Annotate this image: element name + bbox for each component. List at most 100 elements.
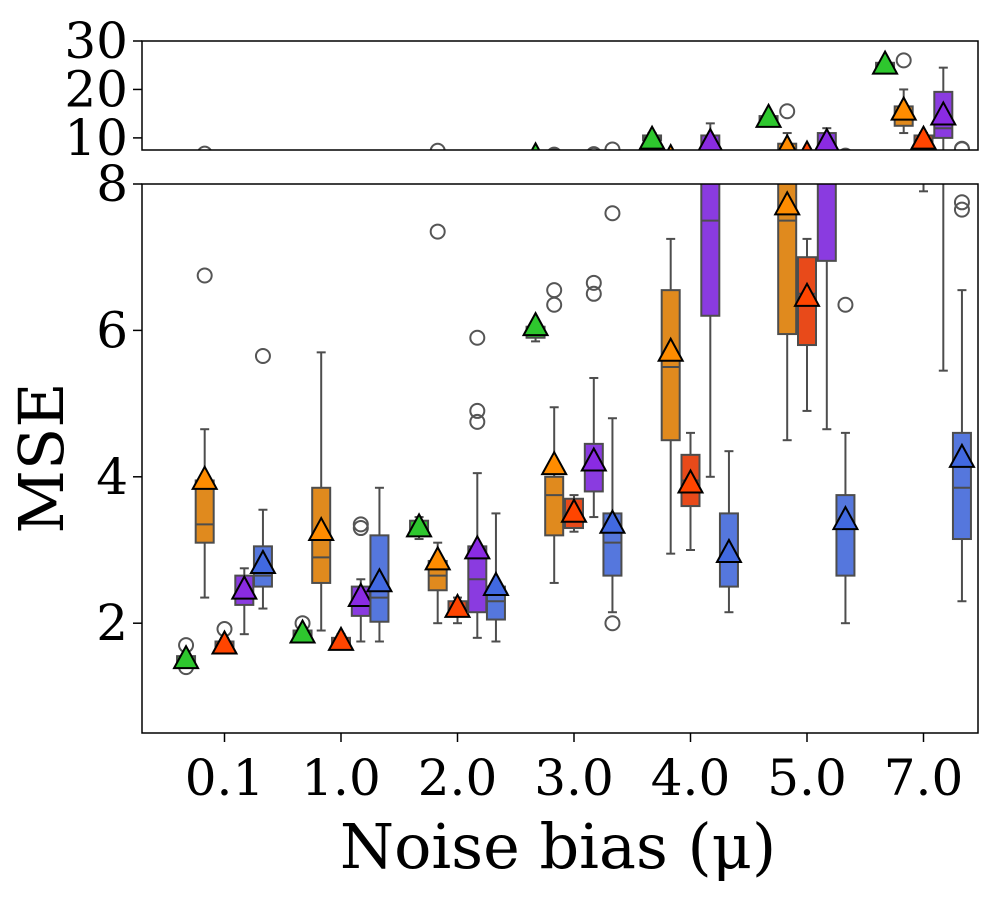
- box-red-1.0: [329, 164, 353, 186]
- x-tick-label: 2.0: [418, 749, 498, 807]
- box-red-5.0: [798, 139, 816, 158]
- outlier-point: [179, 171, 193, 185]
- box-iqr: [777, 184, 798, 336]
- box-purple-3.0: [586, 146, 601, 150]
- x-axis-title: Noise bias (μ): [340, 810, 776, 883]
- box-green-7.0: [871, 49, 899, 75]
- box-green-1.0: [288, 615, 317, 644]
- mean-marker: [600, 156, 624, 178]
- outlier-point: [197, 145, 212, 150]
- mean-marker: [814, 127, 840, 150]
- box-iqr: [798, 152, 816, 158]
- mean-marker: [890, 95, 918, 121]
- box-orange-3.0: [547, 146, 561, 150]
- box-iqr: [449, 175, 467, 176]
- mean-marker: [365, 567, 394, 593]
- box-iqr: [720, 169, 738, 174]
- mean-marker: [871, 49, 899, 75]
- outlier-point: [895, 52, 912, 69]
- x-tick-label: 0.1: [185, 749, 265, 807]
- outlier-point: [548, 147, 560, 150]
- mean-marker: [833, 156, 857, 178]
- outlier-point: [585, 285, 602, 302]
- outlier-point: [469, 329, 486, 346]
- box-iqr: [662, 155, 680, 165]
- box-red-5.0: [793, 237, 821, 412]
- box-red-3.0: [562, 156, 586, 178]
- box-purple-5.0: [814, 127, 840, 150]
- outlier-point: [256, 152, 270, 166]
- box-blue-2.0: [484, 161, 508, 183]
- box-iqr: [953, 164, 971, 171]
- outlier-point: [429, 142, 446, 150]
- box-red-1.0: [327, 625, 355, 651]
- box-orange-2.0: [426, 142, 450, 181]
- box-iqr: [527, 157, 545, 158]
- box-orange-4.0: [657, 237, 685, 555]
- box-iqr: [643, 1, 661, 74]
- mean-marker: [482, 570, 510, 596]
- box-purple-2.0: [470, 149, 484, 170]
- y-tick-label: 8: [96, 155, 128, 213]
- mean-marker: [484, 161, 508, 183]
- mean-marker: [562, 156, 586, 178]
- x-tick-label: 3.0: [534, 749, 614, 807]
- box-iqr: [352, 174, 370, 176]
- mean-marker: [193, 154, 217, 176]
- outlier-point: [470, 156, 484, 170]
- outlier-point: [354, 163, 368, 177]
- mean-marker: [697, 127, 723, 150]
- mean-marker: [251, 159, 275, 181]
- mean-marker: [657, 336, 685, 362]
- bottom-panel-frame: [141, 183, 979, 734]
- mean-marker: [679, 154, 703, 176]
- mean-marker: [698, 97, 722, 119]
- box-purple-7.0: [929, 66, 957, 150]
- mean-marker: [580, 446, 608, 472]
- box-orange-2.0: [424, 223, 452, 625]
- box-green-3.0: [527, 141, 545, 158]
- box-red-7.0: [919, 184, 928, 193]
- box-purple-3.0: [580, 274, 608, 519]
- top-panel-frame: [141, 40, 979, 151]
- mean-marker: [815, 97, 839, 119]
- mean-marker: [407, 157, 431, 179]
- mean-marker: [288, 618, 317, 644]
- box-blue-1.0: [365, 486, 394, 643]
- box-iqr: [487, 174, 505, 176]
- box-iqr: [294, 177, 312, 178]
- outlier-point: [779, 103, 796, 120]
- mean-marker: [446, 162, 470, 184]
- box-red-7.0: [909, 124, 938, 150]
- x-tick-label: 1.0: [301, 749, 381, 807]
- top-plot-area: [179, 49, 971, 186]
- mean-marker: [638, 124, 666, 150]
- mean-marker: [909, 124, 938, 150]
- box-red-2.0: [443, 592, 472, 625]
- box-green-4.0: [638, 124, 666, 150]
- box-purple-0.1: [230, 567, 258, 636]
- box-purple-0.1: [232, 161, 256, 183]
- mean-marker: [831, 504, 860, 531]
- mean-marker: [801, 139, 813, 150]
- box-green-3.0: [521, 311, 550, 343]
- box-iqr: [565, 168, 583, 170]
- box-red-4.0: [676, 431, 705, 551]
- y-axis-title: MSE: [5, 382, 78, 533]
- x-tick-label: 7.0: [884, 749, 964, 807]
- mean-marker: [347, 581, 375, 607]
- mean-marker: [426, 159, 450, 181]
- box-purple-4.0: [697, 122, 723, 150]
- box-iqr: [816, 184, 837, 262]
- mean-marker: [948, 442, 976, 468]
- box-red-0.1: [213, 164, 237, 186]
- box-iqr: [216, 178, 234, 179]
- box-blue-7.0: [953, 140, 971, 171]
- box-iqr: [429, 173, 447, 175]
- mean-marker: [349, 161, 373, 183]
- y-tick-label: 4: [96, 448, 128, 506]
- box-iqr: [660, 289, 681, 442]
- bottom-plot-area: [172, 1, 976, 676]
- mean-marker: [191, 464, 219, 490]
